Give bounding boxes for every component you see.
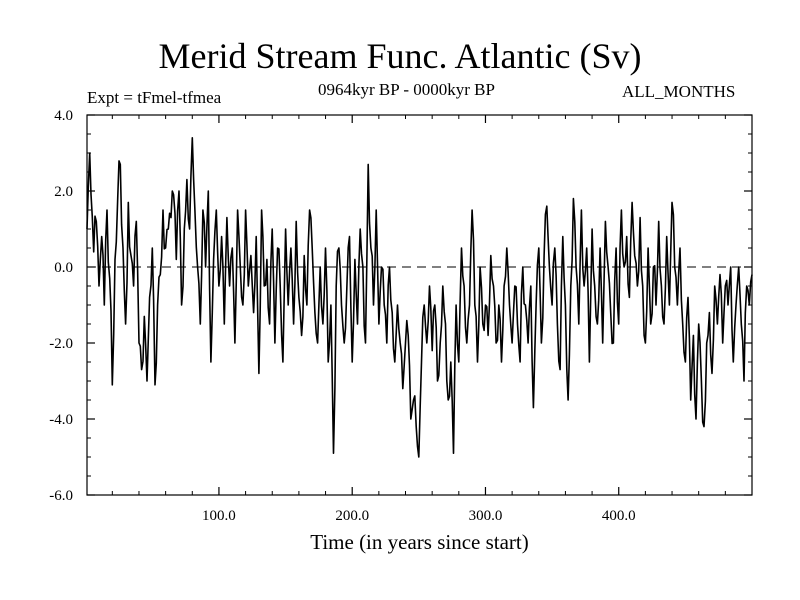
y-tick-label: -6.0 bbox=[49, 488, 73, 504]
y-tick-label: 0.0 bbox=[54, 260, 73, 276]
y-tick-label: -4.0 bbox=[49, 412, 73, 428]
x-tick-label: 100.0 bbox=[202, 508, 236, 524]
x-axis-label: Time (in years since start) bbox=[310, 530, 529, 554]
series-line-tfmel-tfmea bbox=[86, 137, 753, 458]
x-tick-label: 300.0 bbox=[469, 508, 503, 524]
x-tick-label: 400.0 bbox=[602, 508, 636, 524]
x-tick-label: 200.0 bbox=[335, 508, 369, 524]
chart-title: Merid Stream Func. Atlantic (Sv) bbox=[158, 36, 642, 76]
y-axis: -6.0 -4.0 -2.0 0.0 2.0 4.0 bbox=[49, 108, 752, 504]
period-label: ALL_MONTHS bbox=[622, 82, 736, 101]
y-tick-label: 2.0 bbox=[54, 184, 73, 200]
experiment-label: Expt = tFmel-tfmea bbox=[87, 88, 222, 107]
chart-subtitle: 0964kyr BP - 0000kyr BP bbox=[318, 80, 495, 99]
x-axis: 100.0 200.0 300.0 400.0 bbox=[111, 115, 726, 524]
y-tick-label: 4.0 bbox=[54, 108, 73, 124]
y-tick-label: -2.0 bbox=[49, 336, 73, 352]
